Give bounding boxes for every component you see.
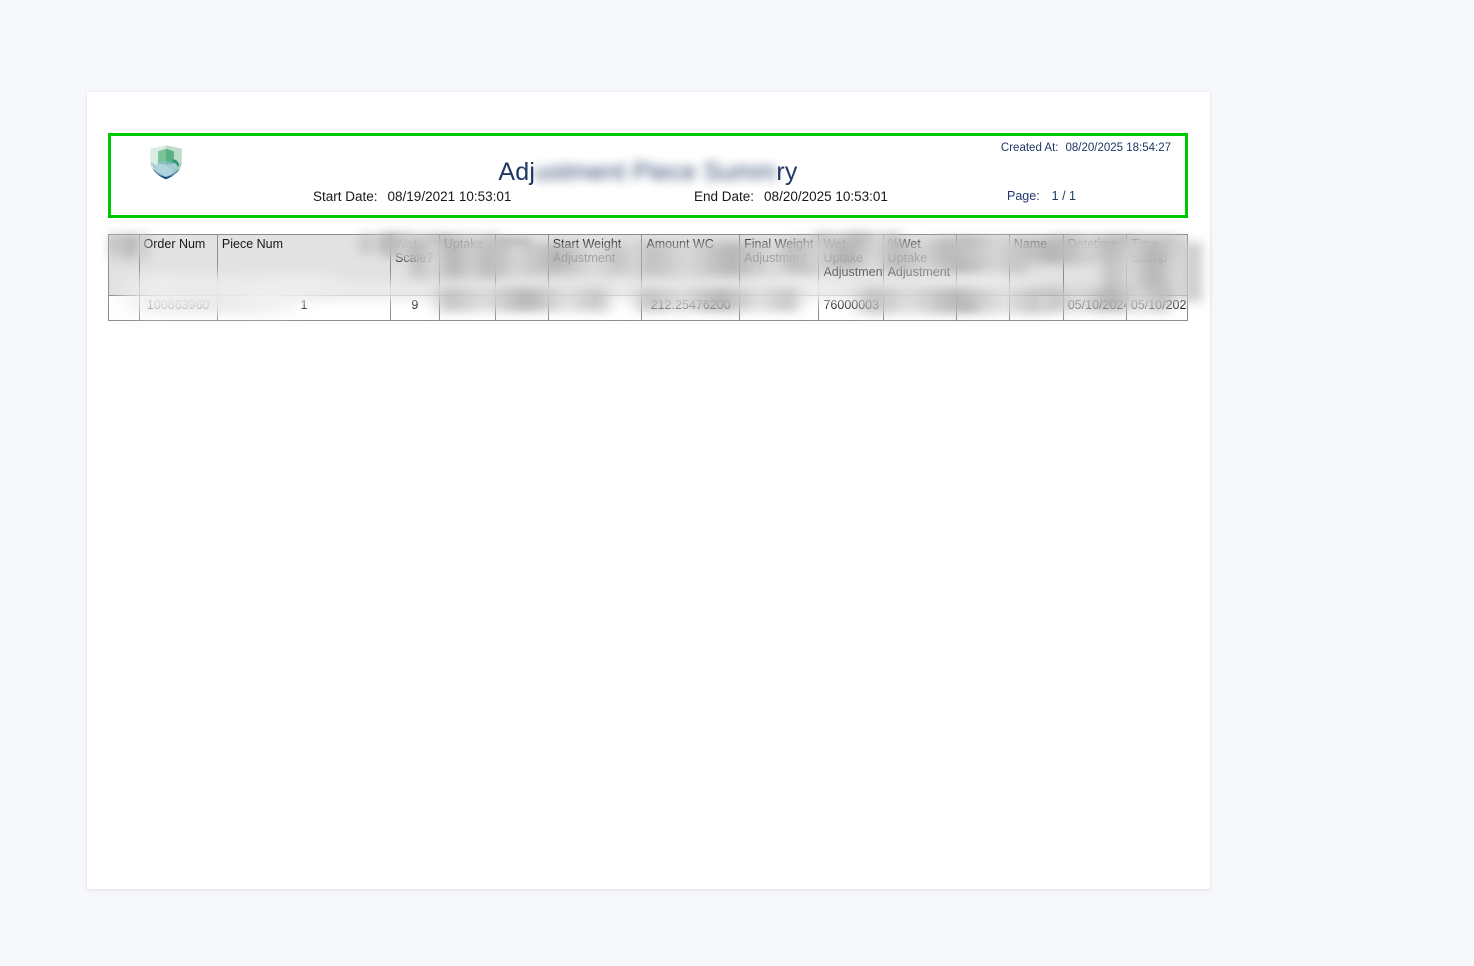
column-header-label: Wet Scale? (394, 237, 434, 265)
cell-initial (494, 295, 549, 321)
start-date-field: Start Date: 08/19/2021 10:53:01 (313, 189, 511, 204)
piece-summary-table: Cust Order Num Piece Num Wet Scale? Uptake In… (108, 234, 1189, 321)
column-header-name: Name (1008, 234, 1064, 296)
cell-cust (108, 295, 140, 321)
cell-order-num: 100863960 (138, 295, 218, 321)
report-title: Adjustment Piece Summry (111, 158, 1185, 187)
cell-final-weight-adjustment (739, 295, 820, 321)
created-at-value: 08/20/2025 18:54:27 (1065, 142, 1171, 154)
cell-value: 05/10/2024 (1067, 298, 1127, 312)
cell-start-weight-adjustment (547, 295, 643, 321)
end-date-label: End Date: (694, 189, 755, 204)
column-header-wet-scale: Wet Scale? (389, 234, 440, 296)
created-at-field: Created At: 08/20/2025 18:54:27 (1001, 142, 1171, 154)
cell-datetime: 05/10/2024 (1062, 295, 1127, 321)
report-title-redacted: ustment Piece Summ (535, 158, 777, 186)
table-header-row-group: Cust Order Num Piece Num Wet Scale? Uptake In… (108, 234, 1189, 296)
column-header-wet-uptake-adjustment: Wet Uptake Adjustment (818, 234, 884, 296)
column-header-datetime: Datetime (1062, 234, 1127, 296)
cell-value: 33 (960, 298, 975, 312)
cell-value: 212.25476200 (650, 298, 731, 312)
table-header-row: Cust Order Num Piece Num Wet Scale? Uptake In… (108, 234, 1189, 296)
cell-uptake (438, 295, 496, 321)
report-title-suffix: ry (776, 158, 798, 186)
created-at-label: Created At: (1000, 142, 1059, 154)
column-header-order-num: Order Num (138, 234, 218, 296)
end-date-field: End Date: 08/20/2025 10:53:01 (694, 189, 888, 204)
cell-name (1008, 295, 1064, 321)
table-row[interactable]: 100863960 1 9 212.25476200 76000003 33 05/10/2… (108, 295, 1189, 321)
page-indicator: Page: 1 / 1 (1007, 189, 1076, 203)
end-date-value: 08/20/2025 10:53:01 (764, 189, 888, 204)
cell-time-stamp: 05/10/2024 03:11:29 (1125, 295, 1189, 321)
column-header-label: Uptake (443, 237, 484, 251)
column-header-label: Datetime (1067, 237, 1118, 251)
column-header-piece-status: Piece Status (955, 234, 1010, 296)
cell-value: 9 (411, 298, 419, 312)
column-header-final-weight-adjustment: Final Weight Adjustment (739, 234, 820, 296)
cell-amount-wc: 212.25476200 (641, 295, 741, 321)
start-date-label: Start Date: (313, 189, 378, 204)
start-date-value: 08/19/2021 10:53:01 (387, 189, 512, 204)
report-page-sheet: Adjustment Piece Summry Created At: 08/20… (87, 92, 1210, 889)
column-header-piece-num: Piece Num (216, 234, 391, 296)
column-header-uptake: Uptake (438, 234, 496, 296)
column-header-label: Amount WC (646, 237, 714, 251)
column-header-label: %Wet Uptake Adjustment (887, 237, 951, 279)
column-header-label: Final Weight Adjustment (744, 237, 814, 265)
column-header-initial: Initial (494, 234, 549, 296)
column-header-label: Piece Num (221, 237, 284, 251)
column-header-amount-wc: Amount WC (641, 234, 741, 296)
cell-value: 1 (300, 298, 308, 312)
column-header-cust: Cust (108, 234, 140, 296)
shield-leaf-logo-icon (145, 140, 187, 182)
column-header-pct-wet-uptake-adjustment: %Wet Uptake Adjustment (882, 234, 957, 296)
cell-value: 100863960 (146, 298, 210, 312)
column-header-label: Time Stamp (1130, 237, 1167, 265)
page-label: Page: (1007, 189, 1040, 203)
cell-wet-uptake-adjustment: 76000003 (818, 295, 884, 321)
column-header-label: Piece Status (960, 237, 997, 265)
column-header-label: Wet Uptake Adjustment (823, 237, 884, 279)
table-body: 100863960 1 9 212.25476200 76000003 33 05/10/2… (108, 295, 1189, 321)
cell-wet-scale: 9 (389, 295, 440, 321)
cell-piece-num: 1 (216, 295, 391, 321)
report-header-panel: Adjustment Piece Summry Created At: 08/20… (108, 133, 1188, 218)
report-title-prefix: Adj (498, 158, 536, 186)
column-header-label: Initial (499, 237, 529, 251)
column-header-start-weight-adjustment: Start Weight Adjustment (547, 234, 643, 296)
report-header-meta: Start Date: 08/19/2021 10:53:01 End Date:… (111, 189, 1185, 209)
column-header-label: Order Num (143, 237, 206, 251)
column-header-label: Start Weight Adjustment (552, 237, 622, 265)
cell-pct-wet-uptake-adjustment (882, 295, 957, 321)
cell-piece-status: 33 (955, 295, 1010, 321)
column-header-time-stamp: Time Stamp (1125, 234, 1189, 296)
cell-value: 05/10/2024 03:11:29 (1130, 298, 1188, 312)
column-header-label: Name (1013, 237, 1048, 251)
cell-value: 76000003 (823, 298, 880, 312)
page-value: 1 / 1 (1051, 189, 1076, 203)
column-header-label: Cust (113, 237, 139, 251)
